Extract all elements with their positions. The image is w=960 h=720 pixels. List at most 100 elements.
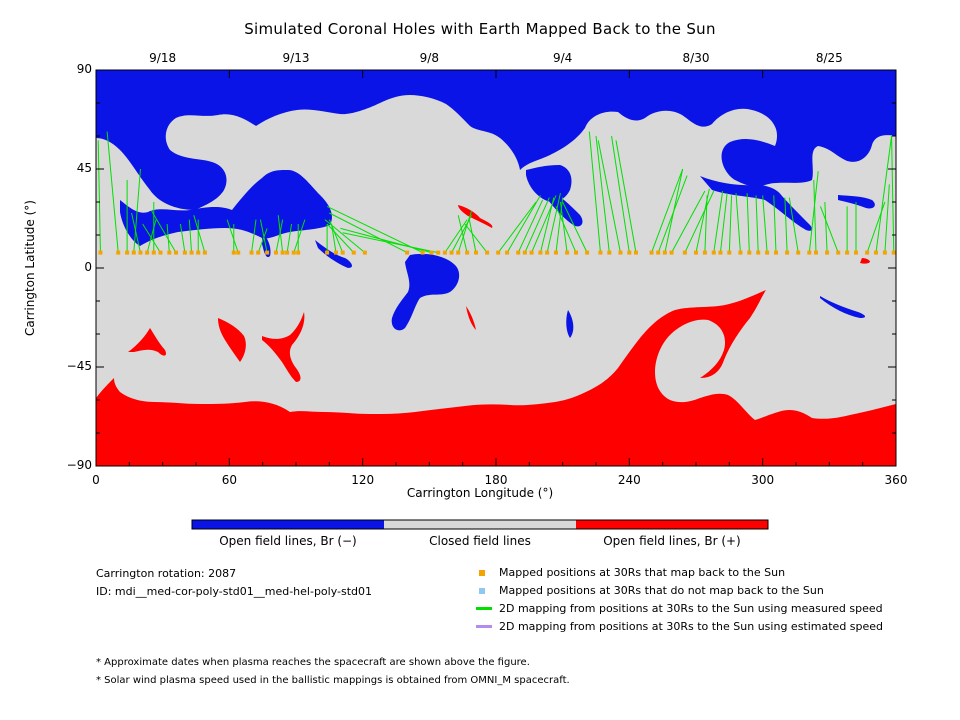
mapped-point: [474, 250, 478, 255]
mapped-point: [420, 250, 425, 255]
mapping-line: [728, 195, 733, 253]
mapping-line: [468, 219, 477, 253]
mapped-point: [125, 250, 130, 255]
mapped-points: [98, 250, 896, 255]
mapped-point: [796, 250, 801, 255]
mapped-point: [196, 250, 201, 255]
mapped-point: [265, 250, 270, 255]
mapped-point: [131, 250, 136, 255]
mapped-point: [351, 250, 356, 255]
x-tick-label: 120: [351, 473, 375, 487]
red-patch-6: [860, 258, 870, 264]
mapped-point: [702, 250, 707, 255]
north-hole-lobe-5: [838, 195, 875, 209]
mapped-point: [182, 250, 187, 255]
mapped-point: [274, 250, 278, 255]
red-patch-3: [262, 312, 305, 382]
mapped-point: [845, 250, 850, 255]
mapping-line: [188, 219, 193, 253]
date-label: 9/8: [419, 51, 439, 65]
mapped-point: [882, 250, 887, 255]
mapped-point: [727, 250, 732, 255]
mapped-point: [718, 250, 723, 255]
x-tick-label: 240: [617, 473, 641, 487]
x-tick-label: 60: [221, 473, 237, 487]
mapping-line: [597, 140, 621, 253]
mapping-line: [457, 210, 473, 253]
purple-line-icon: [476, 625, 492, 628]
mapped-point: [634, 250, 638, 255]
mapped-point: [296, 250, 301, 255]
mapped-point: [814, 250, 818, 255]
mapping-line: [755, 195, 759, 253]
mapping-line: [546, 193, 561, 253]
date-label: 8/30: [682, 51, 710, 65]
mapping-line: [651, 168, 684, 253]
mapped-point: [145, 250, 150, 255]
mapping-line: [277, 215, 284, 253]
mapping-line: [784, 197, 788, 253]
mapped-point: [682, 250, 687, 255]
mapped-point: [574, 250, 578, 255]
mapping-line: [293, 219, 306, 253]
mapping-line: [166, 223, 170, 253]
model-id: ID: mdi__med-cor-poly-std01__med-hel-pol…: [96, 585, 373, 598]
mapping-line: [735, 193, 741, 253]
mapping-line: [142, 223, 161, 253]
mapped-point: [774, 250, 778, 255]
mapping-line: [275, 219, 284, 253]
mapped-point: [607, 250, 612, 255]
north-hole-lobe-1: [120, 170, 332, 246]
mapping-line: [329, 212, 408, 254]
mapped-point: [465, 250, 470, 255]
north-hole-lobe-2: [526, 165, 572, 202]
mapping-line: [524, 197, 550, 253]
mapped-point: [285, 250, 290, 255]
mapping-line: [588, 131, 601, 253]
mapped-point: [291, 250, 296, 255]
colorbar-open-positive: [576, 520, 768, 529]
mapped-point: [325, 250, 330, 255]
green-line-icon: [476, 607, 492, 610]
mapped-point: [854, 250, 858, 255]
mapping-line: [813, 179, 817, 253]
mapping-line: [331, 223, 337, 253]
mapping-line: [151, 210, 177, 253]
mapping-line: [286, 223, 293, 253]
lightblue-square-icon: [479, 588, 485, 594]
mapped-point: [649, 250, 654, 255]
mapping-line: [824, 201, 828, 253]
mapping-line: [324, 219, 366, 253]
date-label: 9/4: [553, 51, 573, 65]
y-tick-label: −45: [66, 359, 92, 373]
north-polar-hole: [96, 70, 896, 210]
x-tick-label: 360: [884, 473, 908, 487]
colorbar-open-negative: [192, 520, 384, 529]
mapping-line: [562, 201, 588, 253]
colorbar-label-open-negative: Open field lines, Br (−): [219, 534, 357, 548]
mapping-line: [464, 223, 488, 253]
y-tick-label: −90: [66, 458, 92, 472]
mapping-line: [146, 219, 157, 253]
mapped-point: [836, 250, 841, 255]
legend-label: Mapped positions at 30Rs that do not map…: [499, 584, 824, 597]
mapped-point: [505, 250, 510, 255]
mapping-line: [131, 212, 141, 253]
mapping-line: [819, 206, 839, 253]
orange-square-icon: [479, 570, 485, 576]
mapped-point: [189, 250, 194, 255]
mapped-point: [280, 250, 285, 255]
date-label: 9/18: [149, 51, 177, 65]
mapped-point: [231, 250, 236, 255]
footnote-dates: * Approximate dates when plasma reaches …: [96, 657, 530, 668]
mapping-line: [773, 195, 777, 253]
equatorial-hole-1: [391, 253, 460, 331]
mapping-line: [444, 219, 468, 253]
mapping-line: [664, 168, 684, 253]
mapped-point: [545, 250, 550, 255]
mapping-line: [875, 135, 893, 253]
mapping-line: [762, 195, 768, 253]
mapping-line: [226, 219, 239, 253]
equatorial-hole-3: [820, 296, 866, 318]
mapped-point: [496, 250, 501, 255]
